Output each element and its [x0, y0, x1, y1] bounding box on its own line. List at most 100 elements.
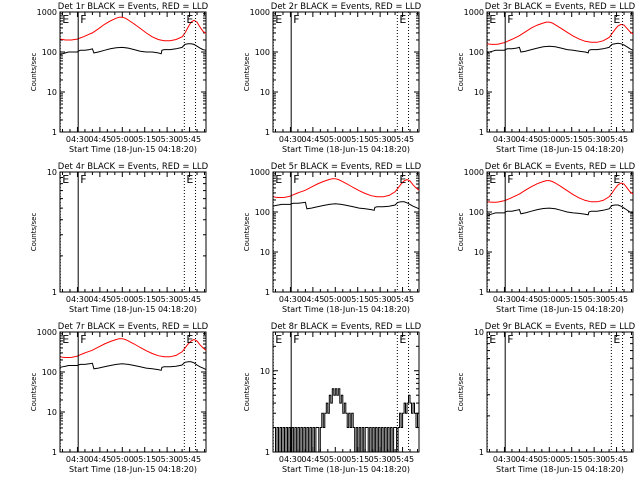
- x-tick-label: 04:45: [301, 135, 324, 144]
- x-tick-label: 05:30: [156, 455, 179, 464]
- y-tick-label: 1000: [37, 8, 57, 17]
- x-tick-label: 05:30: [583, 135, 606, 144]
- chart-title: Det 6r BLACK = Events, RED = LLD: [485, 162, 636, 172]
- x-tick-label: 05:30: [369, 135, 392, 144]
- x-tick-label: 05:15: [560, 455, 583, 464]
- y-tick-label: 100: [255, 208, 270, 217]
- chart-title: Det 9r BLACK = Events, RED = LLD: [485, 322, 636, 332]
- y-tick-label: 10: [260, 88, 270, 97]
- time-marker-label: E: [186, 13, 193, 26]
- time-marker-label: F: [507, 333, 513, 346]
- y-tick-label: 10: [47, 88, 57, 97]
- x-tick-label: 05:30: [156, 135, 179, 144]
- series-events-line: [60, 43, 207, 56]
- x-tick-label: 05:15: [560, 295, 583, 304]
- y-tick-label: 100: [42, 368, 57, 377]
- x-tick-label: 04:30: [493, 295, 516, 304]
- y-tick-label: 10: [47, 168, 57, 177]
- y-axis-label: Counts/sec: [457, 53, 465, 92]
- y-tick-label: 1: [479, 128, 484, 137]
- x-tick-label: 04:30: [279, 455, 302, 464]
- series-lld-line: [487, 21, 634, 45]
- time-marker-label: E: [489, 173, 496, 186]
- chart-panel-3: Det 3r BLACK = Events, RED = LLD 1 10 100 10…: [457, 2, 636, 154]
- y-tick-label: 1000: [464, 8, 484, 17]
- y-tick-label: 1: [52, 128, 57, 137]
- x-tick-label: 05:15: [133, 455, 156, 464]
- x-tick-label: 05:45: [605, 135, 628, 144]
- time-marker-label: E: [613, 13, 620, 26]
- chart-title: Det 1r BLACK = Events, RED = LLD: [58, 2, 209, 12]
- x-tick-label: 04:45: [301, 295, 324, 304]
- x-axis-label: Start Time (18-Jun-15 04:18:20): [496, 145, 624, 154]
- y-tick-label: 10: [474, 328, 484, 337]
- x-tick-label: 05:00: [111, 135, 134, 144]
- chart-panel-4: Det 4r BLACK = Events, RED = LLD 1 10 Count…: [30, 162, 209, 314]
- time-marker-label: E: [62, 333, 69, 346]
- time-marker-label: E: [399, 333, 406, 346]
- x-tick-label: 05:45: [178, 295, 201, 304]
- series-lld-line: [60, 16, 207, 42]
- x-tick-label: 04:45: [515, 135, 538, 144]
- time-marker-label: F: [80, 173, 86, 186]
- x-tick-label: 04:45: [88, 455, 111, 464]
- time-marker-label: E: [489, 333, 496, 346]
- y-tick-label: 100: [469, 48, 484, 57]
- x-tick-label: 05:00: [324, 455, 347, 464]
- y-tick-label: 1: [479, 448, 484, 457]
- y-tick-label: 100: [42, 48, 57, 57]
- time-marker-label: E: [399, 173, 406, 186]
- x-tick-label: 05:45: [391, 295, 414, 304]
- time-marker-label: E: [489, 13, 496, 26]
- chart-panel-9: Det 9r BLACK = Events, RED = LLD 1 10 Count…: [457, 322, 636, 474]
- x-tick-label: 05:30: [156, 295, 179, 304]
- chart-title: Det 5r BLACK = Events, RED = LLD: [271, 162, 422, 172]
- y-tick-label: 100: [255, 48, 270, 57]
- y-tick-label: 10: [474, 248, 484, 257]
- series-events-line: [487, 42, 634, 54]
- y-tick-label: 1000: [250, 8, 270, 17]
- x-tick-label: 05:15: [346, 135, 369, 144]
- series-events-line: [273, 388, 420, 453]
- time-marker-label: F: [80, 13, 86, 26]
- x-tick-label: 05:45: [391, 455, 414, 464]
- y-axis-label: Counts/sec: [243, 373, 251, 412]
- x-axis-label: Start Time (18-Jun-15 04:18:20): [282, 305, 410, 314]
- x-tick-label: 04:30: [493, 455, 516, 464]
- x-tick-label: 04:45: [88, 135, 111, 144]
- chart-panel-8: Det 8r BLACK = Events, RED = LLD 1 10 Count…: [243, 322, 422, 474]
- x-axis-label: Start Time (18-Jun-15 04:18:20): [69, 305, 197, 314]
- time-marker-label: E: [62, 173, 69, 186]
- x-tick-label: 05:45: [178, 455, 201, 464]
- chart-panel-2: Det 2r BLACK = Events, RED = LLD 1 10 100 10…: [243, 2, 422, 154]
- x-tick-label: 04:30: [493, 135, 516, 144]
- y-axis-label: Counts/sec: [457, 213, 465, 252]
- x-tick-label: 05:15: [133, 295, 156, 304]
- y-tick-label: 1000: [37, 328, 57, 337]
- x-tick-label: 05:00: [538, 135, 561, 144]
- chart-title: Det 4r BLACK = Events, RED = LLD: [58, 162, 209, 172]
- y-tick-label: 1: [265, 448, 270, 457]
- chart-title: Det 3r BLACK = Events, RED = LLD: [485, 2, 636, 12]
- y-tick-label: 1: [265, 288, 270, 297]
- time-marker-label: F: [293, 173, 299, 186]
- y-tick-label: 1: [52, 288, 57, 297]
- chart-title: Det 7r BLACK = Events, RED = LLD: [58, 322, 209, 332]
- chart-title: Det 2r BLACK = Events, RED = LLD: [271, 2, 422, 12]
- y-axis-label: Counts/sec: [30, 53, 38, 92]
- time-marker-label: E: [186, 333, 193, 346]
- x-tick-label: 05:00: [111, 455, 134, 464]
- x-tick-label: 04:45: [301, 455, 324, 464]
- y-tick-label: 1: [265, 128, 270, 137]
- x-axis-label: Start Time (18-Jun-15 04:18:20): [69, 465, 197, 474]
- y-axis-label: Counts/sec: [457, 373, 465, 412]
- x-tick-label: 05:45: [605, 455, 628, 464]
- x-tick-label: 05:45: [391, 135, 414, 144]
- x-axis-label: Start Time (18-Jun-15 04:18:20): [282, 465, 410, 474]
- x-tick-label: 05:15: [560, 135, 583, 144]
- x-tick-label: 04:30: [279, 135, 302, 144]
- y-axis-label: Counts/sec: [30, 213, 38, 252]
- time-marker-label: E: [275, 13, 282, 26]
- y-tick-label: 10: [47, 408, 57, 417]
- y-tick-label: 100: [469, 208, 484, 217]
